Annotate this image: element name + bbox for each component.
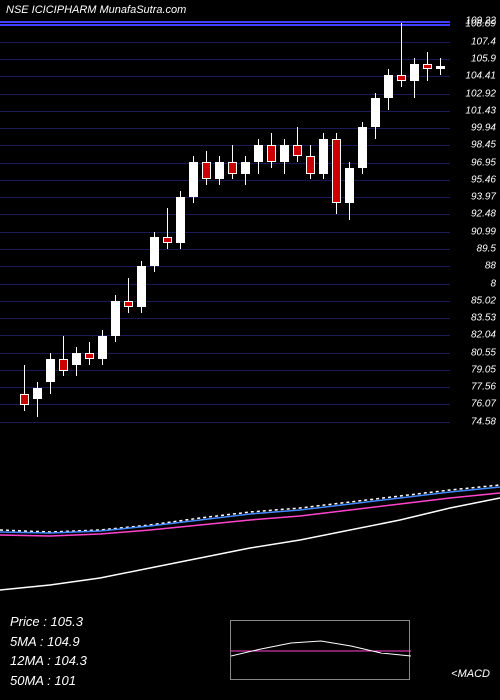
gridline (0, 266, 450, 267)
indicator-line (0, 487, 500, 533)
ma50-label: 50MA : (10, 673, 51, 688)
gridline (0, 111, 450, 112)
price-level-label: 76.07 (471, 399, 496, 410)
price-level-label: 82.04 (471, 330, 496, 341)
price-level-label: 77.56 (471, 382, 496, 393)
gridline (0, 284, 450, 285)
price-level-label: 101.43 (465, 105, 496, 116)
gridline (0, 318, 450, 319)
price-level-label: 98.45 (471, 140, 496, 151)
ma12-label: 12MA : (10, 653, 51, 668)
price-level-label: 93.97 (471, 192, 496, 203)
price-level-label: 8 (490, 278, 496, 289)
price-level-label: 95.46 (471, 174, 496, 185)
gridline (0, 301, 450, 302)
price-level-label: 96.95 (471, 157, 496, 168)
price-level-label: 92.48 (471, 209, 496, 220)
price-level-label: 102.92 (465, 88, 496, 99)
gridline (0, 94, 450, 95)
stats-panel: Price : 105.3 5MA : 104.9 12MA : 104.3 5… (10, 612, 87, 690)
ma50-stat: 50MA : 101 (10, 671, 87, 691)
price-level-label: 74.58 (471, 416, 496, 427)
macd-label: <MACD (451, 668, 490, 680)
gridline (0, 24, 450, 26)
gridline (0, 404, 450, 405)
ma5-label: 5MA : (10, 634, 43, 649)
gridline (0, 249, 450, 250)
gridline (0, 197, 450, 198)
price-level-label: 89.5 (477, 243, 496, 254)
gridline (0, 128, 450, 129)
macd-box (230, 620, 410, 680)
ma5-value: 104.9 (47, 634, 80, 649)
gridline (0, 353, 450, 354)
gridline (0, 21, 450, 23)
price-level-label: 105.9 (471, 54, 496, 65)
ma50-value: 101 (54, 673, 76, 688)
ma12-stat: 12MA : 104.3 (10, 651, 87, 671)
macd-line (231, 641, 411, 656)
indicator-line (0, 485, 500, 532)
gridline (0, 163, 450, 164)
ma12-value: 104.3 (54, 653, 87, 668)
price-chart: 109.22108.89107.4105.9104.41102.92101.43… (0, 0, 500, 440)
indicator-panel (0, 460, 500, 600)
gridline (0, 76, 450, 77)
indicator-line (0, 498, 500, 590)
price-label: Price : (10, 614, 47, 629)
chart-title: NSE ICICIPHARM MunafaSutra.com (6, 4, 186, 16)
gridline (0, 422, 450, 423)
ma5-stat: 5MA : 104.9 (10, 632, 87, 652)
price-level-label: 80.55 (471, 347, 496, 358)
price-level-label: 88 (485, 261, 496, 272)
gridline (0, 180, 450, 181)
price-level-label: 79.05 (471, 364, 496, 375)
gridline (0, 387, 450, 388)
price-value: 105.3 (50, 614, 83, 629)
gridline (0, 214, 450, 215)
price-level-label: 107.4 (471, 36, 496, 47)
price-stat: Price : 105.3 (10, 612, 87, 632)
gridline (0, 145, 450, 146)
price-level-label: 90.99 (471, 226, 496, 237)
price-level-label: 85.02 (471, 295, 496, 306)
price-level-label: 104.41 (465, 71, 496, 82)
price-level-label: 99.94 (471, 123, 496, 134)
price-level-label: 83.53 (471, 313, 496, 324)
gridline (0, 59, 450, 60)
gridline (0, 42, 450, 43)
gridline (0, 335, 450, 336)
gridline (0, 232, 450, 233)
price-level-label: 108.89 (465, 19, 496, 30)
